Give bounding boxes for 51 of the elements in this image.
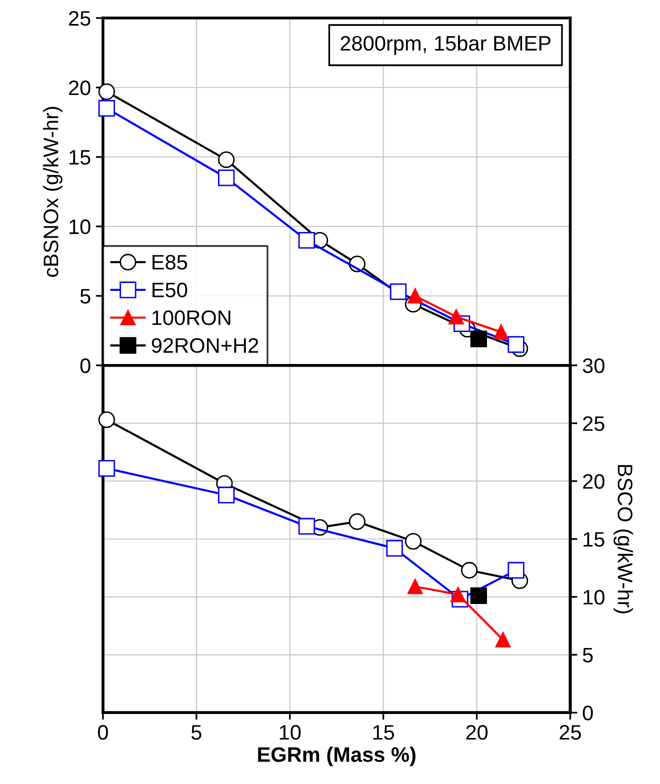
x-tick-label: 15 [373,725,394,740]
legend-label: E85 [152,254,188,270]
y-tick-label: 10 [70,219,90,234]
y-axis-title: cBSNOx (g/kW-hr) [43,106,62,277]
y-tick-label: 20 [69,80,90,96]
point [98,100,116,117]
annotation: 2800rpm, 15bar BMEP [340,35,550,55]
y-tick-label: 0 [80,358,90,374]
point [470,330,487,348]
point [218,169,235,186]
point [98,460,116,477]
x-tick-label: 20 [466,725,488,740]
point [508,562,524,579]
x-tick-label: 0 [98,725,108,740]
y2-tick-label: 30 [582,358,604,374]
legend-label: E50 [152,282,188,298]
y2-axis-title: BSCO (g/kW-hr) [614,465,633,614]
point [470,587,487,604]
legend-label: 92RON+H2 [152,338,258,353]
point [298,518,316,535]
y2-tick-label: 5 [582,648,593,663]
y2-tick-label: 20 [583,474,604,489]
legend-label: 100RON [152,310,230,326]
y2-tick-label: 10 [584,590,604,605]
y-tick-label: 25 [69,11,90,26]
y-tick-label: 5 [80,289,90,304]
y2-tick-label: 0 [582,706,593,720]
y2-tick-label: 25 [583,416,604,431]
point [98,83,116,100]
point [298,232,316,249]
x-axis-title: EGRm (Mass %) [258,746,416,766]
x-tick-label: 10 [280,725,301,740]
point [218,151,235,168]
point [448,309,464,324]
point [407,288,423,304]
point [98,411,116,428]
x-tick-label: 25 [560,725,581,740]
point [390,283,407,300]
point [386,540,403,557]
point [450,586,466,602]
y2-tick-label: 15 [584,532,604,547]
point [218,486,235,504]
point [493,324,509,340]
point [348,513,366,530]
point [495,632,511,648]
point [460,562,478,579]
point [508,336,524,353]
point [407,578,423,594]
point [404,532,422,550]
y-tick-label: 15 [70,150,90,165]
x-tick-label: 5 [191,725,202,740]
